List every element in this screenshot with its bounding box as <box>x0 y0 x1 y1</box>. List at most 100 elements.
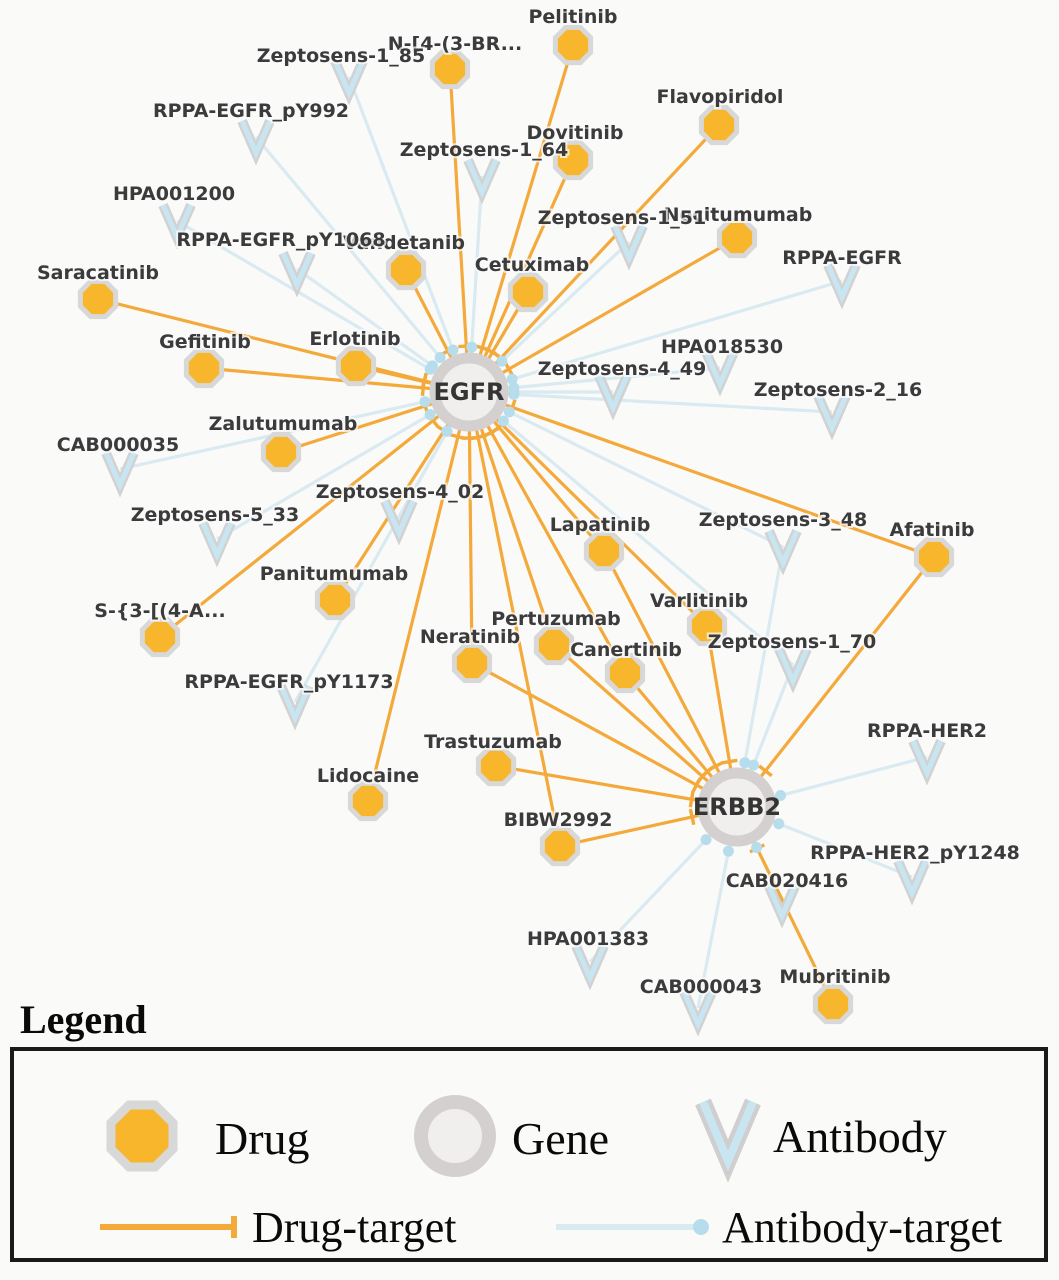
node-label-lidocaine: Lidocaine <box>317 765 419 787</box>
drug-node-neratinib[interactable] <box>451 642 493 684</box>
drug-target-legend-label: Drug-target <box>252 1203 456 1252</box>
antibody-node-zeptosens_4_02[interactable] <box>380 498 418 546</box>
node-label-rppa_her2: RPPA-HER2 <box>867 720 987 742</box>
drug-node-trastuzumab[interactable] <box>475 745 517 787</box>
tee-marker <box>484 346 501 358</box>
legend: Legend Drug Gene Antibody Drug-target An… <box>10 997 1048 1262</box>
antibody-node-cab020416[interactable] <box>763 881 801 929</box>
drug-node-bibw2992[interactable] <box>539 825 581 867</box>
antibody-chevron-icon <box>465 158 499 199</box>
node-label-trastuzumab: Trastuzumab <box>424 731 562 753</box>
dot-marker <box>466 341 478 353</box>
edge-egfr-zeptosens_2_16 <box>468 390 833 414</box>
node-label-zeptosens_1_51: Zeptosens-1_51 <box>538 207 706 229</box>
antibody-node-cab000043[interactable] <box>679 989 717 1037</box>
drug-node-lidocaine[interactable] <box>347 780 389 822</box>
node-label-varlitinib: Varlitinib <box>650 590 748 612</box>
antibody-node-zeptosens_4_49[interactable] <box>594 373 632 421</box>
drug-node-saracatinib[interactable] <box>77 278 119 320</box>
edge-egfr-neratinib <box>467 391 474 664</box>
drug-node-afatinib[interactable] <box>913 536 955 578</box>
drug-node-mubritinib[interactable] <box>812 983 854 1025</box>
drug-legend-label: Drug <box>215 1113 310 1164</box>
drug-node-gefitinib[interactable] <box>183 347 225 389</box>
dot-marker <box>419 396 431 408</box>
edge-egfr-zeptosens_3_48 <box>468 390 784 549</box>
dot-marker <box>441 425 453 437</box>
antibody-chevron-icon <box>703 350 737 391</box>
edge-egfr-varlitinib <box>467 390 709 628</box>
node-label-zeptosens_1_64: Zeptosens-1_64 <box>400 139 568 161</box>
edge-egfr-zeptosens_1_85 <box>347 76 471 393</box>
antibody-chevron-icon <box>280 251 314 292</box>
antibody-chevron-icon <box>612 224 646 265</box>
node-label-zeptosens_3_48: Zeptosens-3_48 <box>699 509 867 531</box>
gene-node-egfr[interactable] <box>429 352 509 432</box>
antibody-node-zeptosens_1_70[interactable] <box>774 646 812 694</box>
antibody-node-rppa_egfr[interactable] <box>823 262 861 310</box>
antibody-node-zeptosens_2_16[interactable] <box>813 393 851 441</box>
antibody-node-cab000035[interactable] <box>101 450 139 498</box>
drug-node-lapatinib[interactable] <box>583 530 625 572</box>
drug-node-flavopiridol[interactable] <box>698 104 740 146</box>
antibody-chevron-icon <box>681 990 715 1031</box>
antibody-node-rppa_egfr_py1068[interactable] <box>278 250 316 298</box>
drug-node-erlotinib[interactable] <box>335 345 377 387</box>
antibody-chevron-icon <box>332 59 366 100</box>
drug-node-dovitinib[interactable] <box>552 139 594 181</box>
antibody-node-rppa_egfr_py1173[interactable] <box>276 683 314 731</box>
tee-marker <box>700 765 715 779</box>
drug-node-pertuzumab[interactable] <box>533 624 575 666</box>
edge-egfr-necitumumab <box>468 236 738 394</box>
node-label-zalutumumab: Zalutumumab <box>209 413 358 435</box>
drug-node-varlitinib[interactable] <box>686 605 728 647</box>
drug-node-canertinib[interactable] <box>604 652 646 694</box>
drug-node-pelitinib[interactable] <box>552 24 594 66</box>
tee-marker <box>688 791 695 808</box>
drug-node-zalutumumab[interactable] <box>260 431 302 473</box>
antibody-node-zeptosens_5_33[interactable] <box>198 520 236 568</box>
node-label-cab000035: CAB000035 <box>57 434 179 456</box>
node-label-cab000043: CAB000043 <box>640 976 762 998</box>
tee-marker <box>758 764 773 778</box>
antibody-node-hpa018530[interactable] <box>701 349 739 397</box>
dot-marker <box>751 842 763 854</box>
antibody-node-zeptosens_1_85[interactable] <box>330 58 368 106</box>
antibody-node-hpa001200[interactable] <box>158 202 196 250</box>
drug-node-vandetanib[interactable] <box>385 249 427 291</box>
node-label-vandetanib: Vandetanib <box>343 232 465 254</box>
edge-erbb2-neratinib <box>471 661 738 809</box>
node-label-cetuximab: Cetuximab <box>475 254 589 276</box>
antibody-chevron-icon <box>239 119 273 160</box>
drug-node-n_4_3_br[interactable] <box>429 48 471 90</box>
dot-marker <box>496 355 508 367</box>
drug-node-necitumumab[interactable] <box>716 217 758 259</box>
drug-node-cetuximab[interactable] <box>507 271 549 313</box>
antibody-node-rppa_her2[interactable] <box>908 738 946 786</box>
gene-node-erbb2[interactable] <box>697 767 777 847</box>
drug-node-s_3_4_a[interactable] <box>139 616 181 658</box>
dot-marker <box>722 845 734 857</box>
node-label-rppa_egfr_py1173: RPPA-EGFR_pY1173 <box>184 671 393 693</box>
gene-legend-icon <box>414 1095 496 1177</box>
antibody-node-zeptosens_1_51[interactable] <box>610 223 648 271</box>
dot-marker <box>506 373 518 385</box>
tee-marker <box>469 433 487 441</box>
edge-egfr-hpa001200 <box>176 219 470 394</box>
node-label-zeptosens_2_16: Zeptosens-2_16 <box>754 379 922 401</box>
antibody-chevron-icon <box>910 739 944 780</box>
antibody-target-legend-label: Antibody-target <box>722 1203 1002 1252</box>
dot-marker <box>508 388 520 400</box>
node-label-pelitinib: Pelitinib <box>528 6 617 28</box>
node-label-bibw2992: BIBW2992 <box>504 809 613 831</box>
edge-erbb2-pertuzumab <box>552 643 739 809</box>
antibody-node-zeptosens_1_64[interactable] <box>463 157 501 205</box>
dot-marker <box>424 409 436 421</box>
drug-node-panitumumab[interactable] <box>314 579 356 621</box>
gene-label-egfr: EGFR <box>434 378 505 406</box>
antibody-node-rppa_her2_py1248[interactable] <box>893 858 931 906</box>
antibody-node-hpa001383[interactable] <box>571 943 609 991</box>
antibody-node-zeptosens_3_48[interactable] <box>764 528 802 576</box>
antibody-node-rppa_egfr_py992[interactable] <box>237 118 275 166</box>
